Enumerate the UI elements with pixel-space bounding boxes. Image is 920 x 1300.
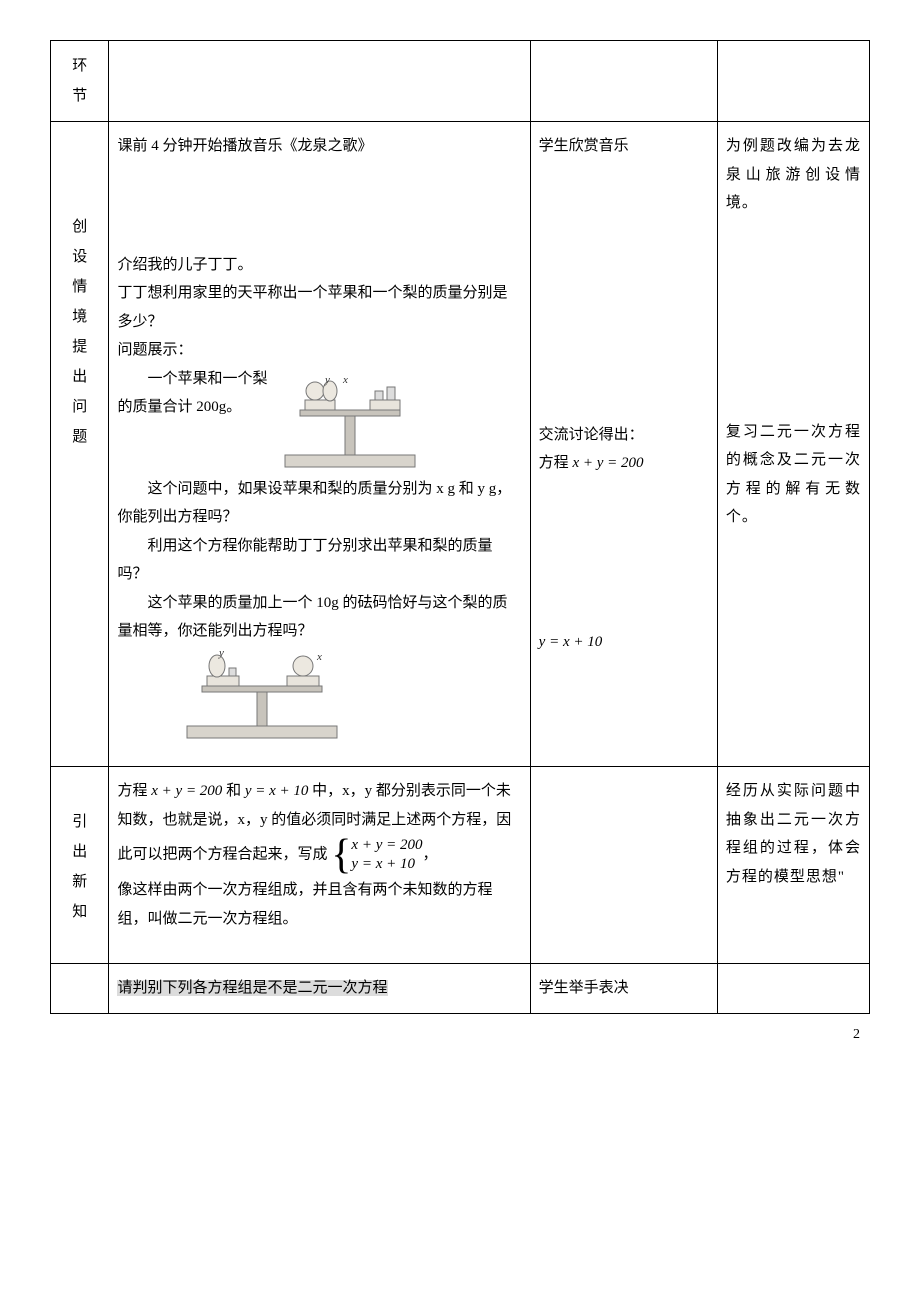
page-number: 2 <box>50 1022 870 1049</box>
intent-situation: 为例题改编为去龙泉山旅游创设情境。 复习二元一次方程的概念及二元一次方程的解有无… <box>717 122 869 767</box>
teacher-judge: 请判别下列各方程组是不是二元一次方程 <box>109 964 530 1014</box>
header-teacher <box>109 41 530 122</box>
phase-situation: 创设情境提出问题 <box>51 122 109 767</box>
teacher-situation: 课前 4 分钟开始播放音乐《龙泉之歌》 介绍我的儿子丁丁。 丁丁想利用家里的天平… <box>109 122 530 767</box>
svg-text:y: y <box>218 647 224 659</box>
student-s2: 交流讨论得出： <box>539 421 709 450</box>
brace-eq2: y = x + 10 <box>351 855 422 875</box>
student-situation: 学生欣赏音乐 交流讨论得出： 方程 x + y = 200 y = x + 10 <box>530 122 717 767</box>
t2-mid: 和 <box>226 783 241 799</box>
student-s3: 方程 x + y = 200 <box>539 449 709 478</box>
teacher-t3: 丁丁想利用家里的天平称出一个苹果和一个梨的质量分别是多少？ <box>117 279 521 336</box>
student-s3-eq: x + y = 200 <box>572 455 643 471</box>
intent-judge <box>717 964 869 1014</box>
student-s3-pre: 方程 <box>539 455 569 471</box>
phase-situation-label: 创设情境提出问题 <box>71 212 89 452</box>
equation-brace: { x + y = 200 y = x + 10 <box>331 834 422 876</box>
header-phase-label: 环节 <box>71 51 89 111</box>
brace-eq1: x + y = 200 <box>351 836 422 856</box>
teacher-newknowledge: 方程 x + y = 200 和 y = x + 10 中，x，y 都分别表示同… <box>109 767 530 964</box>
phase-newknowledge-label: 引出新知 <box>71 807 89 927</box>
svg-text:x: x <box>316 651 322 663</box>
balance-scale2-icon: y x <box>177 646 347 746</box>
teacher-t5: 这个问题中，如果设苹果和梨的质量分别为 x g 和 y g，你能列出方程吗？ <box>117 475 521 532</box>
header-row: 环节 <box>51 41 870 122</box>
t2-eq2: y = x + 10 <box>245 783 309 799</box>
problem-display: 一个苹果和一个梨的质量合计 200g。 y x <box>117 365 521 475</box>
row-situation: 创设情境提出问题 课前 4 分钟开始播放音乐《龙泉之歌》 介绍我的儿子丁丁。 丁… <box>51 122 870 767</box>
teacher-t2: 介绍我的儿子丁丁。 <box>117 251 521 280</box>
student-s4: y = x + 10 <box>539 628 709 657</box>
header-student <box>530 41 717 122</box>
header-intent <box>717 41 869 122</box>
student-newknowledge <box>530 767 717 964</box>
t2-pre: 方程 <box>117 783 147 799</box>
intent-i2: 复习二元一次方程的概念及二元一次方程的解有无数个。 <box>726 418 861 532</box>
teacher-t1: 课前 4 分钟开始播放音乐《龙泉之歌》 <box>117 132 521 161</box>
svg-text:x: x <box>342 374 348 386</box>
phase-judge <box>51 964 109 1014</box>
row-newknowledge: 引出新知 方程 x + y = 200 和 y = x + 10 中，x，y 都… <box>51 767 870 964</box>
phase-newknowledge: 引出新知 <box>51 767 109 964</box>
row-judge: 请判别下列各方程组是不是二元一次方程 学生举手表决 <box>51 964 870 1014</box>
teacher-t7: 这个苹果的质量加上一个 10g 的砝码恰好与这个梨的质量相等，你还能列出方程吗？ <box>117 589 521 646</box>
teacher3-t1: 请判别下列各方程组是不是二元一次方程 <box>117 980 387 996</box>
header-phase: 环节 <box>51 41 109 122</box>
balance-scale-icon: y x <box>275 365 425 475</box>
student-judge: 学生举手表决 <box>530 964 717 1014</box>
teacher-t6: 利用这个方程你能帮助丁丁分别求出苹果和梨的质量吗？ <box>117 532 521 589</box>
lesson-plan-table: 环节 创设情境提出问题 课前 4 分钟开始播放音乐《龙泉之歌》 介绍我的儿子丁丁… <box>50 40 870 1014</box>
teacher2-t2: 像这样由两个一次方程组成，并且含有两个未知数的方程组，叫做二元一次方程组。 <box>117 876 521 933</box>
intent-newknowledge: 经历从实际问题中抽象出二元一次方程组的过程，体会方程的模型思想" <box>717 767 869 964</box>
t2-eq1: x + y = 200 <box>151 783 222 799</box>
student3-s1: 学生举手表决 <box>539 980 629 996</box>
student-s1: 学生欣赏音乐 <box>539 132 709 161</box>
teacher-t4-body: 一个苹果和一个梨的质量合计 200g。 <box>117 365 267 422</box>
svg-text:y: y <box>324 374 330 386</box>
intent-i1: 为例题改编为去龙泉山旅游创设情境。 <box>726 132 861 218</box>
teacher-t4-label: 问题展示： <box>117 336 521 365</box>
intent2-i1: 经历从实际问题中抽象出二元一次方程组的过程，体会方程的模型思想" <box>726 777 861 891</box>
t2-comma: ， <box>422 846 437 862</box>
teacher2-t1: 方程 x + y = 200 和 y = x + 10 中，x，y 都分别表示同… <box>117 777 521 876</box>
